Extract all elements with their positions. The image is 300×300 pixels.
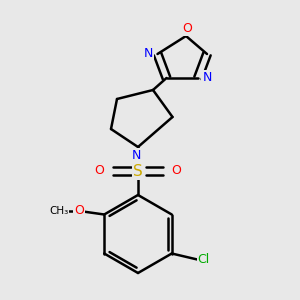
Text: S: S bbox=[133, 164, 143, 178]
Text: O: O bbox=[95, 164, 104, 178]
Text: O: O bbox=[183, 22, 192, 35]
Text: Cl: Cl bbox=[198, 253, 210, 266]
Text: N: N bbox=[132, 149, 141, 162]
Text: N: N bbox=[202, 71, 212, 84]
Text: O: O bbox=[172, 164, 181, 178]
Text: O: O bbox=[74, 204, 84, 218]
Text: CH₃: CH₃ bbox=[49, 206, 68, 216]
Text: N: N bbox=[144, 47, 153, 60]
